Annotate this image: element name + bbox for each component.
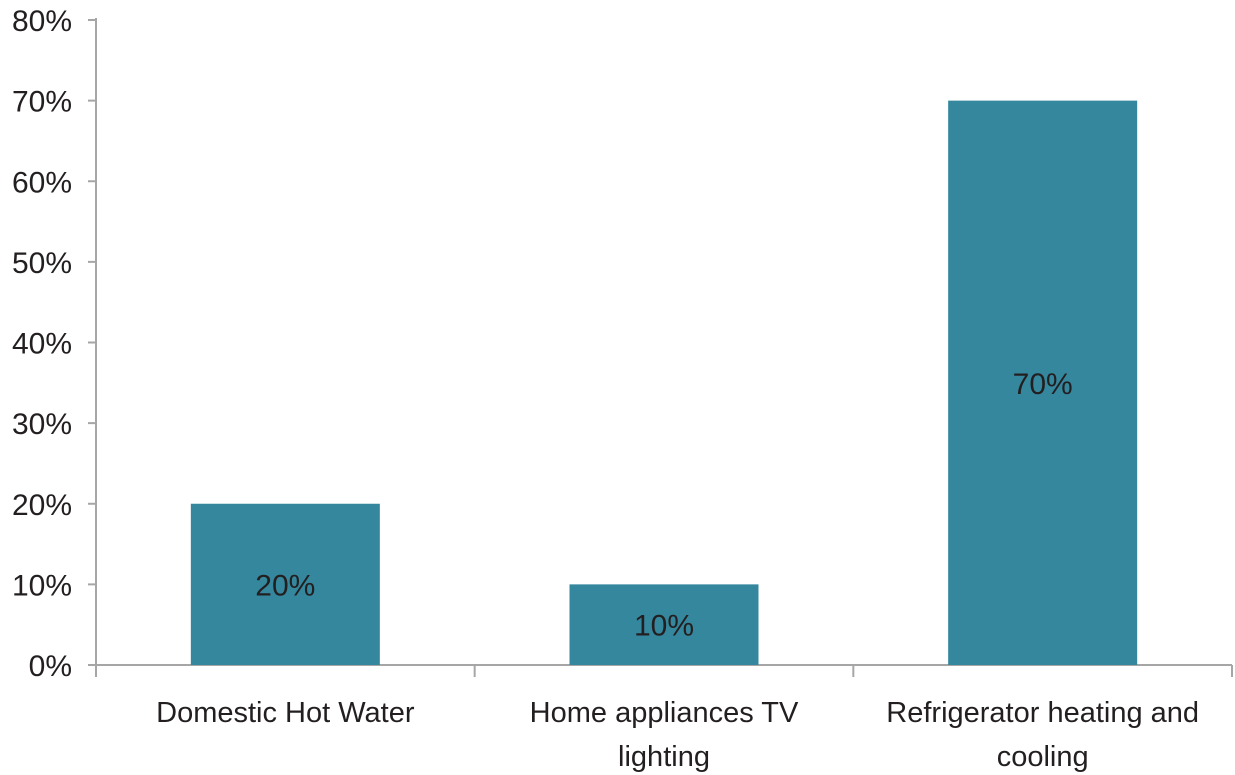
y-tick-label: 40% <box>12 328 72 361</box>
category-label-line: Home appliances TV <box>530 697 799 729</box>
bar-value-label: 70% <box>1013 368 1073 401</box>
y-tick-label: 10% <box>12 569 72 602</box>
y-tick-label: 70% <box>12 86 72 119</box>
category-label-line: lighting <box>618 741 710 773</box>
category-label-line: Domestic Hot Water <box>156 697 415 729</box>
y-tick-label: 20% <box>12 489 72 522</box>
y-tick-label: 30% <box>12 408 72 441</box>
y-tick-label: 80% <box>12 5 72 38</box>
bar <box>569 584 759 665</box>
bar <box>190 503 380 665</box>
data-labels: 20% 10% 70% <box>255 368 1072 643</box>
bar-value-label: 10% <box>634 610 694 643</box>
y-tick-label: 0% <box>29 650 72 683</box>
y-tick-label: 60% <box>12 166 72 199</box>
category-label-line: cooling <box>997 741 1089 773</box>
bars <box>190 100 1138 665</box>
x-axis <box>95 664 1233 677</box>
category-label: Refrigerator heating and cooling <box>886 697 1199 773</box>
category-labels: Domestic Hot Water Home appliances TV ligh… <box>156 697 1199 773</box>
bar-value-label: 20% <box>255 569 315 602</box>
bar <box>948 100 1138 665</box>
y-axis: 0% 10% 20% 30% 40% 50% 60% 70% 80% <box>12 5 97 683</box>
category-label: Domestic Hot Water <box>156 697 415 729</box>
category-label: Home appliances TV lighting <box>530 697 799 773</box>
category-label-line: Refrigerator heating and <box>886 697 1199 729</box>
y-tick-label: 50% <box>12 247 72 280</box>
